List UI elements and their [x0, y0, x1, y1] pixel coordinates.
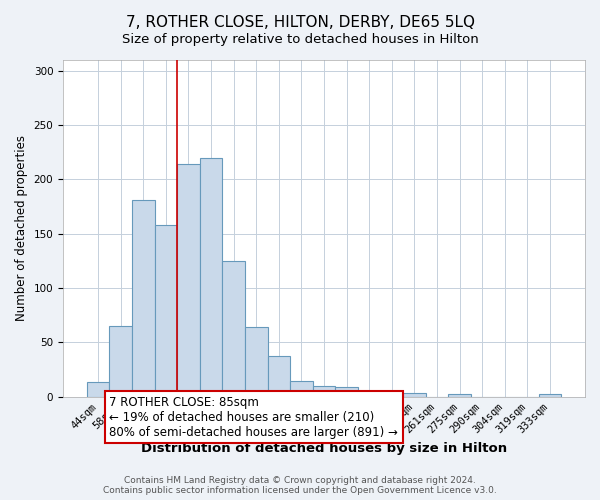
Y-axis label: Number of detached properties: Number of detached properties: [15, 136, 28, 322]
Bar: [87, 382, 109, 396]
Text: Size of property relative to detached houses in Hilton: Size of property relative to detached ho…: [122, 32, 478, 46]
Bar: [358, 391, 380, 396]
Text: Contains HM Land Registry data © Crown copyright and database right 2024.
Contai: Contains HM Land Registry data © Crown c…: [103, 476, 497, 495]
Bar: [200, 158, 223, 396]
Bar: [223, 261, 245, 396]
X-axis label: Distribution of detached houses by size in Hilton: Distribution of detached houses by size …: [141, 442, 507, 455]
Bar: [448, 394, 471, 396]
Bar: [403, 394, 425, 396]
Text: 7, ROTHER CLOSE, HILTON, DERBY, DE65 5LQ: 7, ROTHER CLOSE, HILTON, DERBY, DE65 5LQ: [125, 15, 475, 30]
Bar: [290, 382, 313, 396]
Bar: [268, 356, 290, 397]
Text: 7 ROTHER CLOSE: 85sqm
← 19% of detached houses are smaller (210)
80% of semi-det: 7 ROTHER CLOSE: 85sqm ← 19% of detached …: [109, 396, 398, 438]
Bar: [132, 200, 155, 396]
Bar: [177, 164, 200, 396]
Bar: [245, 327, 268, 396]
Bar: [539, 394, 561, 396]
Bar: [335, 387, 358, 396]
Bar: [155, 225, 177, 396]
Bar: [313, 386, 335, 396]
Bar: [109, 326, 132, 396]
